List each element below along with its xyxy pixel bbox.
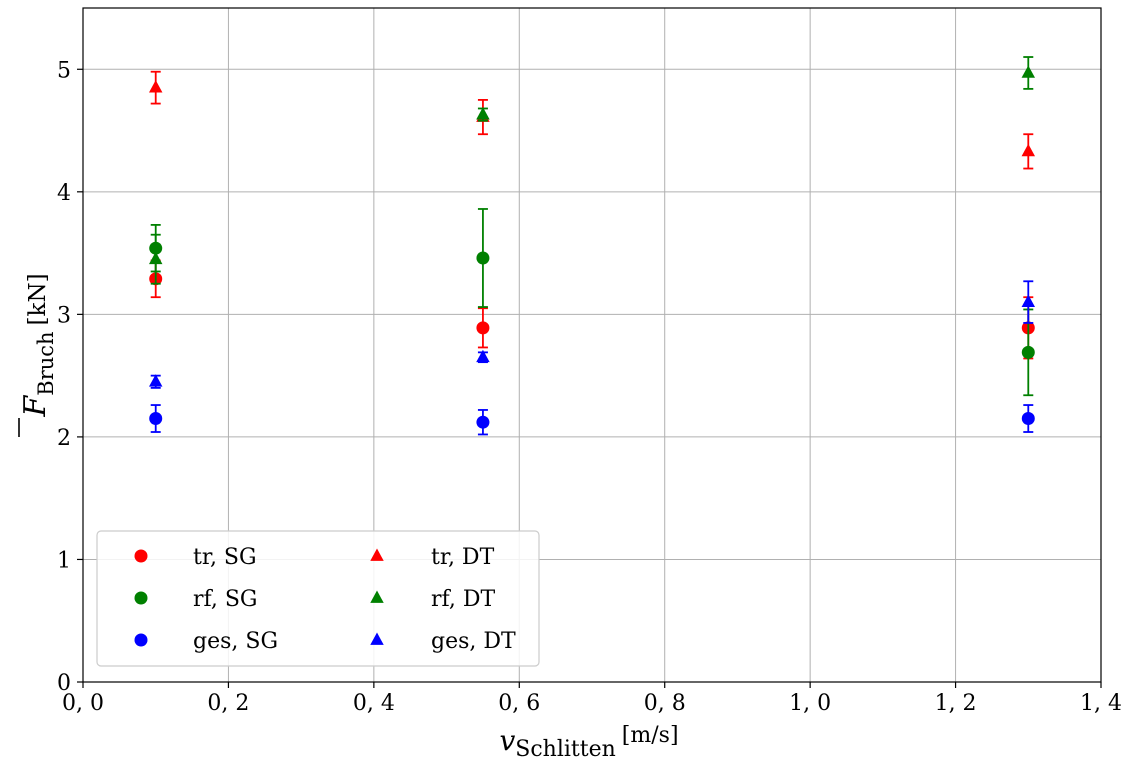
data-series — [148, 56, 1036, 436]
data-point-circle — [149, 412, 163, 426]
legend-marker — [370, 590, 384, 603]
legend-label: ges, SG — [193, 629, 278, 654]
data-point-triangle — [148, 251, 163, 265]
x-tick-label: 0, 4 — [353, 691, 395, 716]
axis-ticks: 0, 0 0, 2 0, 4 0, 6 0, 8 1, 0 1, 2 1, 4 0 1 2 3 4 5 — [57, 58, 1122, 716]
x-tick-label: 0, 8 — [644, 691, 686, 716]
data-point-circle — [1021, 412, 1035, 426]
data-point-triangle — [148, 374, 163, 387]
data-point-circle — [476, 251, 490, 265]
y-axis-label-main: F — [18, 395, 53, 418]
x-tick-label: 1, 4 — [1080, 691, 1122, 716]
plot-frame — [82, 7, 1102, 683]
legend-marker — [370, 632, 384, 645]
legend-box — [96, 530, 540, 667]
data-point-triangle — [476, 107, 490, 120]
legend-label: tr, DT — [431, 545, 495, 570]
series-5 — [148, 280, 1036, 389]
series-0 — [149, 259, 1035, 360]
y-tick-label: 3 — [57, 303, 71, 328]
data-point-triangle — [1021, 143, 1036, 157]
x-tick-label: 0, 6 — [498, 691, 540, 716]
x-axis-label-sub: Schlitten — [515, 737, 616, 760]
y-tick-label: 0 — [57, 671, 71, 696]
legend-label: rf, SG — [193, 587, 258, 612]
data-point-triangle — [1021, 294, 1036, 307]
legend: tr, SG rf, SG ges, SG tr, DT rf, DT ges, DT — [96, 530, 540, 667]
y-tick-label: 2 — [57, 426, 71, 451]
data-point-circle — [476, 321, 490, 335]
x-tick-label: 1, 0 — [789, 691, 831, 716]
y-axis-label-sub: Bruch — [34, 331, 58, 395]
series-3 — [148, 70, 1036, 170]
data-point-circle — [1021, 345, 1035, 359]
x-axis-label: vSchlitten [m/s] — [499, 723, 678, 760]
legend-label: rf, DT — [431, 587, 496, 612]
data-point-circle — [476, 415, 490, 429]
y-axis-label: FBruch [kN] — [18, 273, 58, 417]
series-4 — [148, 56, 1036, 285]
legend-marker — [370, 548, 384, 561]
grid — [82, 8, 1102, 683]
y-tick-label: 4 — [57, 181, 71, 206]
data-point-triangle — [1021, 65, 1036, 78]
legend-marker — [134, 549, 148, 563]
x-axis-label-unit: [m/s] — [622, 723, 679, 748]
x-axis-label-main: v — [499, 724, 515, 757]
svg-text:FBruch[kN]: FBruch [kN] — [18, 273, 58, 417]
data-point-triangle — [476, 349, 490, 363]
series-2 — [149, 404, 1035, 436]
legend-label: ges, DT — [431, 629, 516, 654]
series-1 — [149, 208, 1035, 397]
y-axis-label-unit: [kN] — [25, 273, 51, 325]
x-tick-label: 0, 2 — [207, 691, 249, 716]
x-tick-label: 0, 0 — [62, 691, 104, 716]
data-point-triangle — [148, 80, 163, 93]
legend-label: tr, SG — [193, 545, 257, 570]
legend-marker — [134, 633, 148, 647]
x-tick-label: 1, 2 — [935, 691, 977, 716]
y-tick-label: 5 — [57, 58, 71, 83]
y-tick-label: 1 — [57, 548, 71, 573]
legend-marker — [134, 591, 148, 605]
